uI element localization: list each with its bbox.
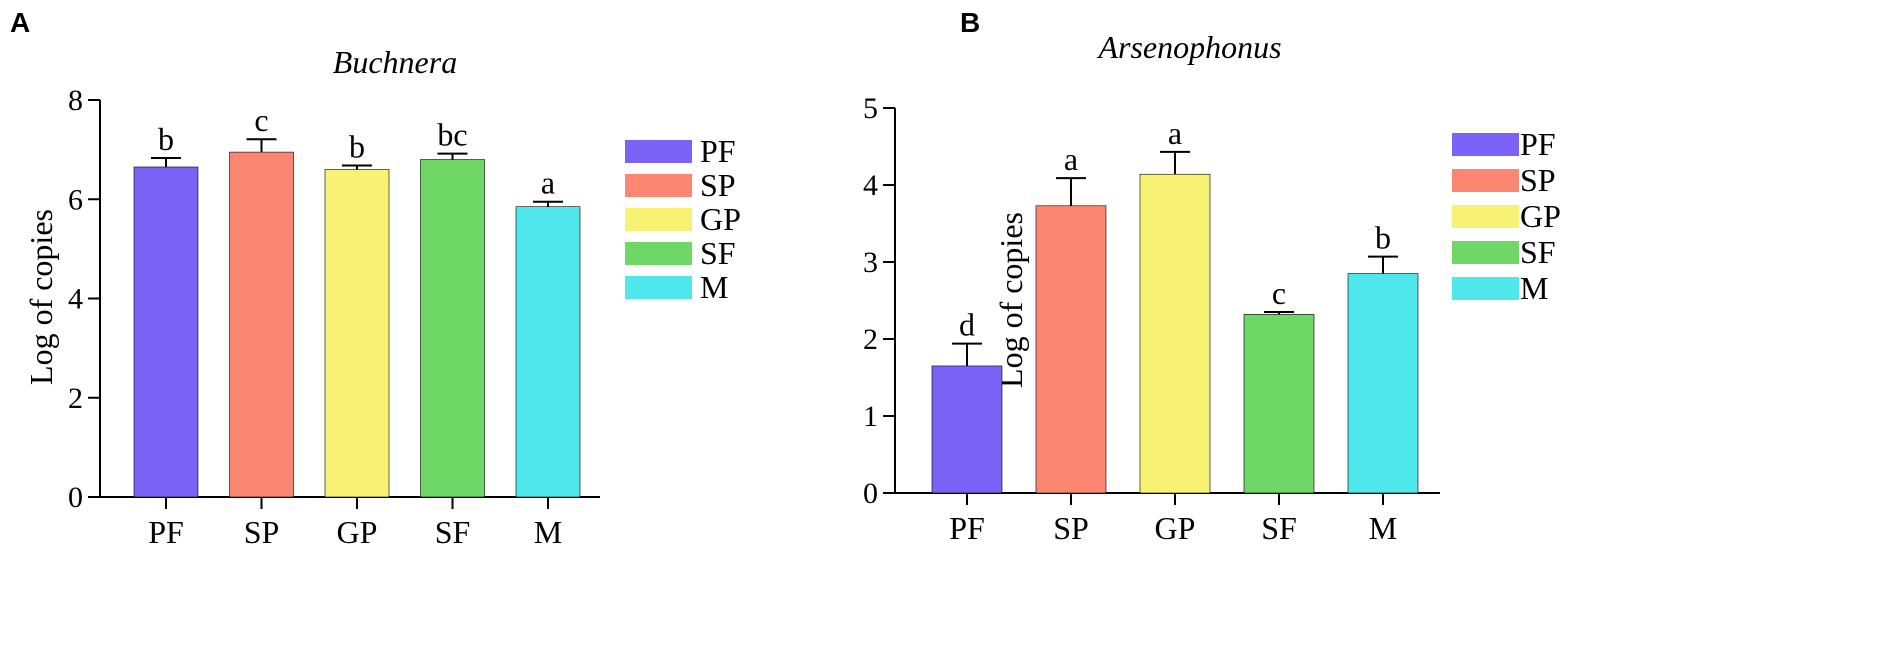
- legend-swatch-b-gp: [1452, 205, 1519, 228]
- significance-labels-b: d a a c b: [959, 115, 1391, 343]
- bar-b-m: [1347, 273, 1419, 494]
- bar-b-pf: [931, 365, 1003, 494]
- legend-swatch-a-sp: [625, 174, 692, 197]
- legend-label-a: GP: [700, 201, 741, 237]
- x-tick-label-a: PF: [148, 514, 184, 550]
- x-tick-label-a: SP: [244, 514, 280, 550]
- legend-label-b: PF: [1520, 126, 1556, 162]
- y-ticks-b: 0 1 2 3 4 5: [863, 92, 895, 510]
- y-tick-label-b: 0: [863, 477, 878, 510]
- y-axis-label-a: Log of copies: [23, 209, 59, 385]
- y-tick-label-b: 2: [863, 323, 878, 356]
- legend-swatch-a-pf: [625, 140, 692, 163]
- legend-label-b: SP: [1520, 162, 1556, 198]
- significance-label-a: b: [349, 129, 365, 165]
- significance-label-a: bc: [437, 117, 467, 153]
- legend-swatch-a-sf: [625, 242, 692, 265]
- legend-swatch-b-sp: [1452, 169, 1519, 192]
- legend-swatch-a-gp: [625, 208, 692, 231]
- x-tick-label-a: GP: [337, 514, 378, 550]
- x-tick-labels-a: PF SP GP SF M: [148, 497, 562, 550]
- x-tick-label-a: M: [534, 514, 562, 550]
- x-tick-label-a: SF: [435, 514, 471, 550]
- bar-b-sp: [1035, 205, 1107, 494]
- legend-swatch-b-m: [1452, 277, 1519, 300]
- bars-b: [931, 173, 1419, 494]
- legend-label-b: M: [1520, 270, 1548, 306]
- bar-b-sf: [1243, 314, 1315, 494]
- x-tick-label-b: PF: [949, 510, 985, 546]
- chart-title-b: Arsenophonus: [1096, 29, 1281, 65]
- bar-a-sp: [229, 151, 294, 498]
- bar-b-gp: [1139, 173, 1211, 494]
- bar-a-sf: [420, 159, 485, 498]
- y-ticks-a: 0 2 4 6 8: [68, 84, 100, 514]
- error-bars-b: [952, 150, 1398, 366]
- panel-b: B Arsenophonus Log of copies 0 1 2 3 4 5 d a a c…: [863, 7, 1561, 546]
- panel-letter-a: A: [10, 7, 30, 38]
- legend-label-b: SF: [1520, 234, 1556, 270]
- bar-a-pf: [133, 166, 199, 498]
- x-tick-label-b: SP: [1053, 510, 1089, 546]
- y-tick-label-b: 5: [863, 92, 878, 125]
- legend-swatch-a-m: [625, 276, 692, 299]
- y-tick-label-a: 0: [68, 481, 83, 514]
- significance-label-b: a: [1064, 141, 1078, 177]
- legend-label-a: M: [700, 269, 728, 305]
- significance-labels-a: bcb bca: [158, 102, 555, 201]
- significance-label-b: a: [1168, 115, 1182, 151]
- y-tick-label-b: 1: [863, 400, 878, 433]
- legend-label-a: SF: [700, 235, 736, 271]
- bar-a-gp: [324, 169, 390, 498]
- y-tick-label-a: 4: [68, 283, 83, 316]
- legend-label-a: PF: [700, 133, 736, 169]
- legend-swatch-b-pf: [1452, 133, 1519, 156]
- x-tick-labels-b: PF SP GP SF M: [949, 493, 1397, 546]
- x-tick-label-b: GP: [1155, 510, 1196, 546]
- legend-label-b: GP: [1520, 198, 1561, 234]
- y-tick-label-a: 2: [68, 382, 83, 415]
- y-tick-label-b: 3: [863, 246, 878, 279]
- y-axis-label-b: Log of copies: [993, 212, 1029, 388]
- y-tick-label-b: 4: [863, 169, 878, 202]
- y-tick-label-a: 6: [68, 183, 83, 216]
- error-bars-a: [151, 138, 563, 207]
- legend-label-a: SP: [700, 167, 736, 203]
- significance-label-b: d: [959, 307, 975, 343]
- bars-a: [133, 151, 581, 498]
- bar-a-m: [515, 206, 581, 498]
- x-tick-label-b: SF: [1261, 510, 1297, 546]
- significance-label-b: b: [1375, 220, 1391, 256]
- panel-letter-b: B: [960, 7, 980, 38]
- legend-swatch-b-sf: [1452, 241, 1519, 264]
- significance-label-a: b: [158, 121, 174, 157]
- x-tick-label-b: M: [1369, 510, 1397, 546]
- significance-label-b: c: [1272, 275, 1286, 311]
- chart-title-a: Buchnera: [333, 44, 457, 80]
- significance-label-a: a: [541, 165, 555, 201]
- y-tick-label-a: 8: [68, 84, 83, 117]
- significance-label-a: c: [254, 102, 268, 138]
